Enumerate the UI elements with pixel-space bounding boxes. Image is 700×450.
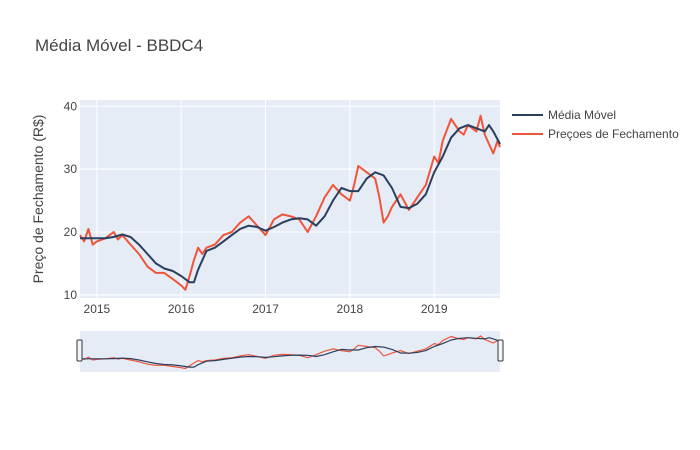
y-tick-label: 10 bbox=[64, 288, 78, 302]
y-tick-label: 40 bbox=[64, 99, 78, 113]
y-axis-label: Preço de Fechamento (R$) bbox=[30, 115, 46, 284]
x-tick-label: 2018 bbox=[337, 302, 364, 316]
x-tick-labels: 2015 2016 2017 2018 2019 bbox=[84, 302, 448, 316]
legend-label: Média Móvel bbox=[548, 108, 616, 122]
range-slider[interactable] bbox=[80, 331, 500, 372]
range-slider-lines bbox=[79, 335, 501, 370]
legend-item[interactable]: Média Móvel bbox=[512, 108, 616, 122]
x-tick-label: 2019 bbox=[421, 302, 448, 316]
plot-area[interactable] bbox=[80, 100, 500, 298]
range-slider-line-0 bbox=[80, 337, 501, 368]
y-tick-label: 20 bbox=[64, 225, 78, 239]
chart-title: Média Móvel - BBDC4 bbox=[35, 36, 203, 55]
x-tick-label: 2017 bbox=[252, 302, 279, 316]
legend-label: Preçoes de Fechamento bbox=[548, 127, 679, 141]
y-tick-labels: 10 20 30 40 bbox=[64, 99, 78, 302]
x-gridlines bbox=[96, 100, 435, 298]
range-slider-left-handle[interactable] bbox=[76, 339, 83, 362]
legend-item[interactable]: Preçoes de Fechamento bbox=[512, 127, 679, 141]
y-tick-label: 30 bbox=[64, 162, 78, 176]
series-line-1 bbox=[79, 114, 501, 291]
legend[interactable]: Média Móvel Preçoes de Fechamento bbox=[512, 108, 679, 141]
x-tick-label: 2015 bbox=[84, 302, 111, 316]
range-slider-right-handle[interactable] bbox=[497, 339, 504, 362]
y-gridlines bbox=[80, 105, 500, 296]
x-tick-label: 2016 bbox=[168, 302, 195, 316]
series-line-0 bbox=[80, 124, 501, 284]
series-lines bbox=[79, 114, 501, 291]
